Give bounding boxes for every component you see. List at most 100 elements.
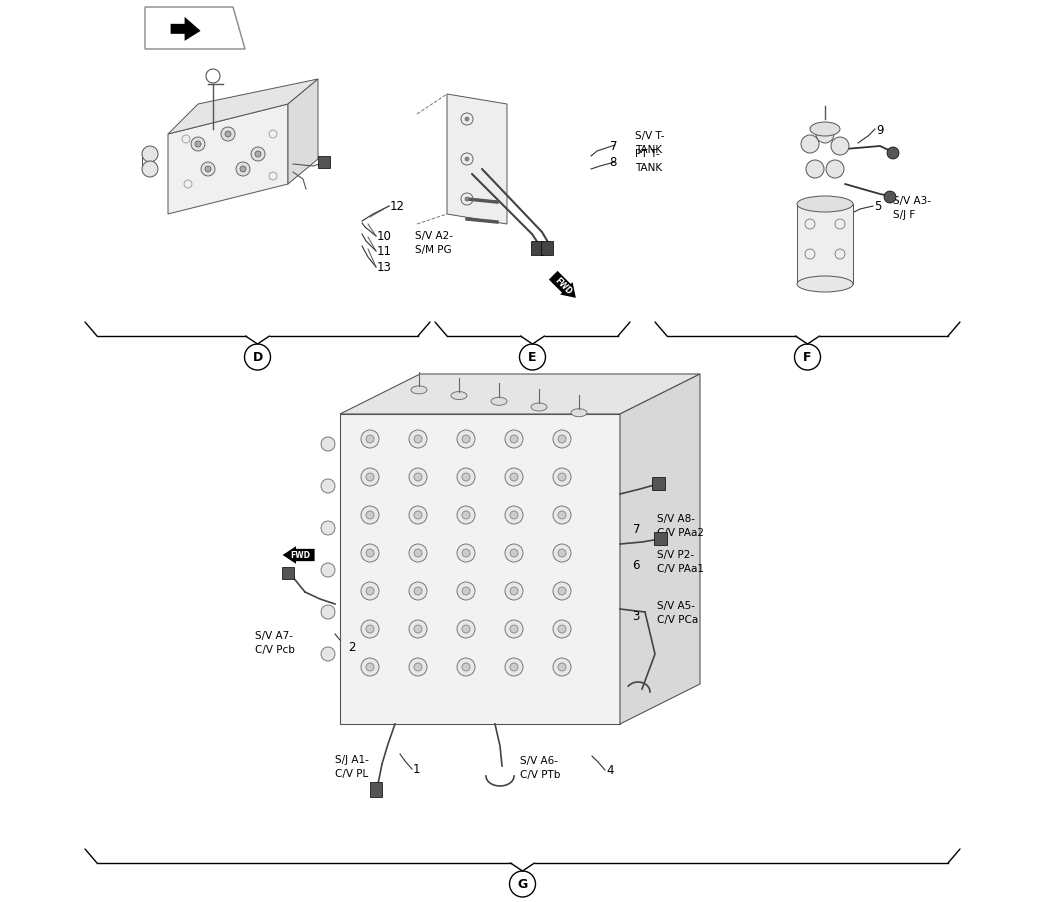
Text: 1: 1 [413, 763, 421, 776]
Circle shape [409, 506, 427, 524]
Text: S/J A1-
C/V PL: S/J A1- C/V PL [335, 755, 369, 778]
Text: 4: 4 [606, 764, 614, 777]
Circle shape [361, 658, 379, 676]
Circle shape [225, 132, 231, 138]
Bar [541, 242, 553, 255]
Circle shape [553, 621, 571, 639]
Text: 10: 10 [377, 230, 391, 244]
Bar [797, 205, 853, 285]
Text: G: G [517, 878, 528, 890]
Polygon shape [283, 547, 314, 564]
Bar [654, 532, 667, 546]
Ellipse shape [797, 197, 853, 213]
Circle shape [558, 663, 565, 671]
Circle shape [414, 436, 422, 444]
Circle shape [366, 549, 375, 557]
Circle shape [462, 474, 469, 482]
Text: F: F [803, 351, 811, 364]
Text: S/V A5-
C/V PCa: S/V A5- C/V PCa [657, 601, 698, 624]
Circle shape [465, 118, 469, 122]
Text: FWD: FWD [290, 551, 310, 560]
Circle shape [806, 161, 824, 179]
Circle shape [414, 625, 422, 633]
Circle shape [558, 474, 565, 482]
Text: 9: 9 [876, 124, 883, 136]
Circle shape [457, 583, 475, 601]
Circle shape [366, 474, 375, 482]
Circle shape [361, 583, 379, 601]
Text: FWD: FWD [553, 276, 574, 297]
Circle shape [414, 549, 422, 557]
Circle shape [553, 658, 571, 676]
Circle shape [142, 161, 158, 178]
Circle shape [553, 430, 571, 448]
Text: S/V A2-
S/M PG: S/V A2- S/M PG [415, 231, 453, 254]
Circle shape [361, 545, 379, 562]
Circle shape [414, 663, 422, 671]
Text: 6: 6 [633, 559, 640, 572]
Polygon shape [168, 105, 288, 215]
Circle shape [462, 436, 469, 444]
Circle shape [510, 549, 518, 557]
Text: S/V A7-
C/V Pcb: S/V A7- C/V Pcb [255, 630, 295, 654]
Circle shape [510, 587, 518, 595]
Circle shape [195, 142, 202, 148]
Bar [652, 477, 665, 491]
Circle shape [191, 138, 205, 152]
Circle shape [558, 549, 565, 557]
Text: 7: 7 [610, 139, 617, 152]
Circle shape [553, 545, 571, 562]
Circle shape [414, 587, 422, 595]
Circle shape [505, 658, 523, 676]
Circle shape [321, 564, 335, 577]
Text: 8: 8 [610, 156, 617, 170]
Circle shape [462, 511, 469, 520]
Circle shape [457, 621, 475, 639]
Circle shape [251, 148, 265, 161]
Polygon shape [549, 272, 576, 299]
Polygon shape [620, 374, 701, 724]
Circle shape [553, 506, 571, 524]
Circle shape [462, 549, 469, 557]
Circle shape [465, 198, 469, 202]
Circle shape [205, 167, 211, 173]
Polygon shape [171, 18, 200, 41]
Circle shape [321, 437, 335, 452]
Circle shape [414, 511, 422, 520]
Circle shape [826, 161, 844, 179]
Circle shape [816, 126, 835, 143]
Text: 2: 2 [348, 640, 356, 654]
Polygon shape [340, 374, 701, 415]
Circle shape [831, 138, 849, 156]
Circle shape [558, 436, 565, 444]
Text: S/V A8-
C/V PAa2: S/V A8- C/V PAa2 [657, 514, 704, 537]
Circle shape [457, 545, 475, 562]
Circle shape [361, 506, 379, 524]
Circle shape [236, 163, 250, 177]
Text: 13: 13 [377, 262, 391, 274]
Circle shape [510, 474, 518, 482]
Circle shape [558, 625, 565, 633]
Circle shape [321, 648, 335, 661]
Ellipse shape [797, 277, 853, 292]
Circle shape [255, 152, 261, 158]
Circle shape [801, 136, 819, 154]
Text: 12: 12 [390, 200, 405, 213]
Circle shape [457, 506, 475, 524]
Circle shape [462, 587, 469, 595]
Ellipse shape [810, 123, 840, 137]
Text: 5: 5 [874, 200, 881, 213]
Circle shape [558, 587, 565, 595]
Circle shape [505, 506, 523, 524]
Circle shape [505, 545, 523, 562]
Circle shape [505, 621, 523, 639]
Polygon shape [288, 80, 318, 185]
Circle shape [505, 468, 523, 486]
Ellipse shape [531, 403, 546, 411]
Text: 3: 3 [633, 610, 640, 622]
Circle shape [361, 430, 379, 448]
Bar [531, 242, 543, 255]
Circle shape [366, 511, 375, 520]
Circle shape [887, 148, 899, 160]
Circle shape [553, 583, 571, 601]
